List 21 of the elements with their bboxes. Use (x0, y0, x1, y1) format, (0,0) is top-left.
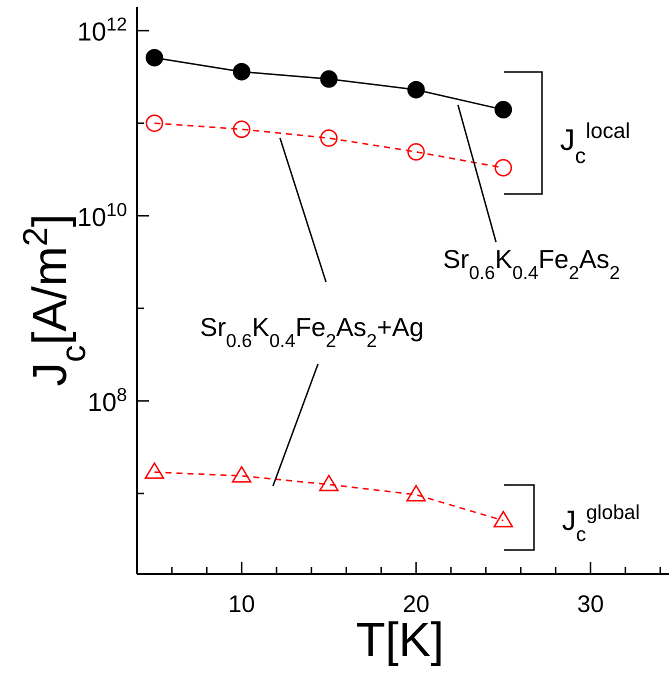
x-tick-label: 10 (228, 591, 256, 618)
point (144, 462, 164, 479)
point (320, 129, 338, 147)
point (320, 70, 338, 88)
point (406, 484, 426, 502)
point (232, 120, 250, 138)
y-tick-label: 10$^{12}$ (77, 13, 127, 47)
text: Sr$_{0.6}$K$_{0.4}$Fe$_{2}$As$_{2}$+Ag (200, 312, 424, 350)
point (232, 62, 250, 80)
point (319, 474, 339, 492)
point (494, 159, 512, 177)
point (146, 48, 164, 66)
point (407, 80, 425, 98)
point (232, 466, 252, 483)
point (146, 114, 164, 132)
point (407, 143, 425, 161)
x-tick-label: 30 (577, 591, 604, 618)
y-tick-label: 10$^{8}$ (88, 383, 127, 417)
point (494, 510, 514, 528)
point (494, 100, 512, 118)
annotation: Sr$_{0.6}$K$_{0.4}$Fe$_{2}$As$_{2}$ (443, 244, 620, 282)
